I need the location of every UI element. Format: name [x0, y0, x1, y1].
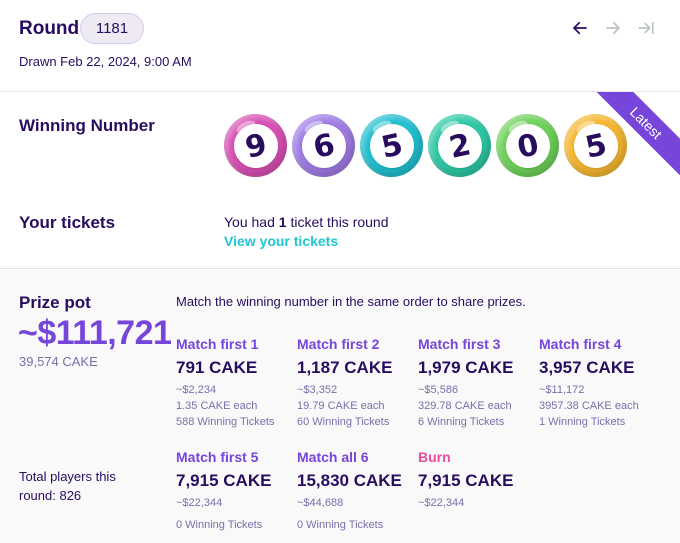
ball-digit: 5 — [569, 119, 622, 172]
prize-pot-usd: ~$111,721 — [18, 314, 172, 352]
arrow-to-end-icon — [638, 21, 654, 35]
tickets-count-text: You had 1 ticket this round — [224, 214, 389, 230]
latest-round-button[interactable] — [634, 16, 658, 40]
lottery-ball: 2 — [428, 114, 491, 177]
ball-digit: 6 — [297, 119, 350, 172]
bracket-tickets: 60 Winning Tickets — [297, 416, 390, 428]
bracket-each: 3957.38 CAKE each — [539, 400, 639, 412]
lottery-ball: 6 — [292, 114, 355, 177]
bracket-usd: ~$5,586 — [418, 384, 459, 396]
bracket-tickets: 0 Winning Tickets — [297, 519, 384, 531]
lottery-ball: 0 — [496, 114, 559, 177]
bracket-tickets: 1 Winning Tickets — [539, 416, 626, 428]
bracket-title: Match first 1 — [176, 336, 259, 352]
prize-section: Prize pot ~$111,721 39,574 CAKE Total pl… — [0, 270, 680, 543]
bracket-title: Match all 6 — [297, 449, 369, 465]
bracket-cake: 791 CAKE — [176, 358, 258, 377]
bracket-each: 1.35 CAKE each — [176, 400, 258, 412]
bracket-match-first-4: Match first 4 3,957 CAKE ~$11,172 3957.3… — [539, 336, 669, 428]
view-your-tickets-link[interactable]: View your tickets — [224, 233, 339, 249]
prize-pot-label: Prize pot — [19, 293, 91, 312]
bracket-match-first-5: Match first 5 7,915 CAKE ~$22,344 0 Winn… — [176, 449, 296, 531]
bracket-cake: 1,187 CAKE — [297, 358, 393, 377]
match-description: Match the winning number in the same ord… — [176, 294, 526, 309]
bracket-usd: ~$3,352 — [297, 384, 338, 396]
bracket-title: Match first 2 — [297, 336, 380, 352]
bracket-title: Match first 4 — [539, 336, 622, 352]
bracket-each: 329.78 CAKE each — [418, 400, 512, 412]
bracket-cake: 3,957 CAKE — [539, 358, 635, 377]
bracket-match-first-3: Match first 3 1,979 CAKE ~$5,586 329.78 … — [418, 336, 538, 428]
bracket-cake: 7,915 CAKE — [418, 471, 514, 490]
ball-digit: 0 — [501, 119, 554, 172]
lottery-ball: 5 — [360, 114, 423, 177]
lottery-ball: 9 — [224, 114, 287, 177]
ball-digit: 5 — [365, 119, 418, 172]
bracket-tickets: 588 Winning Tickets — [176, 416, 275, 428]
bracket-title: Match first 3 — [418, 336, 501, 352]
bracket-match-first-1: Match first 1 791 CAKE ~$2,234 1.35 CAKE… — [176, 336, 296, 428]
bracket-burn: Burn 7,915 CAKE ~$22,344 — [418, 449, 538, 513]
bracket-cake: 15,830 CAKE — [297, 471, 402, 490]
lottery-ball: 5 — [564, 114, 627, 177]
bracket-each: 19.79 CAKE each — [297, 400, 385, 412]
round-label: Round — [19, 18, 80, 39]
winning-number-label: Winning Number — [19, 116, 155, 135]
drawn-date: Drawn Feb 22, 2024, 9:00 AM — [19, 54, 192, 69]
arrow-right-icon — [606, 21, 620, 35]
tickets-text-post: ticket this round — [286, 214, 389, 230]
bracket-cake: 1,979 CAKE — [418, 358, 514, 377]
total-players: Total players this round: 826 — [19, 469, 116, 503]
bracket-match-first-2: Match first 2 1,187 CAKE ~$3,352 19.79 C… — [297, 336, 417, 428]
previous-round-button[interactable] — [568, 16, 592, 40]
ball-digit: 9 — [229, 119, 282, 172]
bracket-usd: ~$22,344 — [418, 497, 465, 509]
prize-pot-cake: 39,574 CAKE — [19, 354, 98, 369]
next-round-button[interactable] — [601, 16, 625, 40]
bracket-match-all-6: Match all 6 15,830 CAKE ~$44,688 0 Winni… — [297, 449, 417, 531]
ball-digit: 2 — [433, 119, 486, 172]
arrow-left-icon — [573, 21, 587, 35]
bracket-usd: ~$11,172 — [539, 384, 585, 396]
round-header: Round 1181 Drawn Feb 22, 2024, 9:00 AM — [0, 0, 680, 92]
tickets-text-pre: You had — [224, 214, 279, 230]
bracket-tickets: 0 Winning Tickets — [176, 519, 263, 531]
round-number-input[interactable]: 1181 — [80, 13, 144, 44]
bracket-title: Match first 5 — [176, 449, 259, 465]
bracket-usd: ~$2,234 — [176, 384, 217, 396]
bracket-cake: 7,915 CAKE — [176, 471, 272, 490]
bracket-usd: ~$22,344 — [176, 497, 223, 509]
your-tickets-label: Your tickets — [19, 213, 116, 232]
bracket-usd: ~$44,688 — [297, 497, 344, 509]
bracket-tickets: 6 Winning Tickets — [418, 416, 505, 428]
tickets-count: 1 — [278, 214, 287, 230]
bracket-title: Burn — [418, 449, 451, 465]
